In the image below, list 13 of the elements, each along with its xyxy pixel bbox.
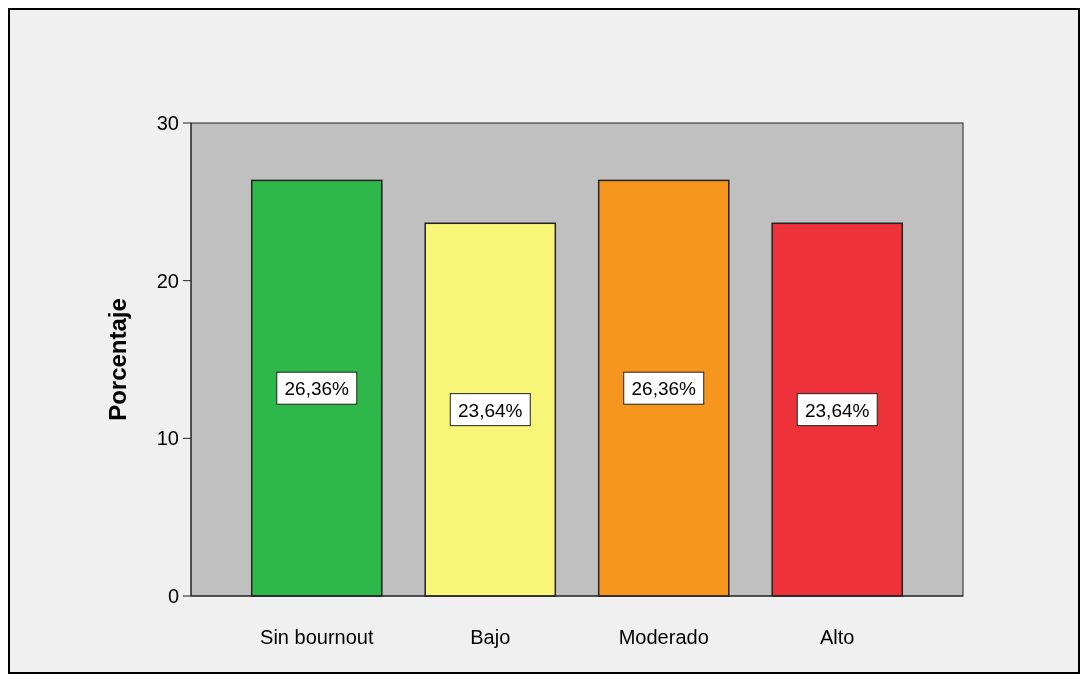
y-tick-label: 0 (167, 585, 179, 607)
y-tick-label: 30 (156, 112, 179, 134)
y-tick-label: 10 (156, 427, 179, 450)
x-tick-label: Moderado (618, 626, 709, 648)
x-tick-label: Alto (819, 626, 855, 648)
data-label: 26,36% (284, 378, 350, 400)
data-label: 23,64% (805, 399, 870, 421)
x-tick-label: Bajo (470, 626, 511, 648)
y-tick-label: 20 (156, 269, 179, 292)
y-axis-title: Porcentaje (104, 298, 131, 421)
x-tick-label: Sin bournout (260, 626, 374, 648)
data-label: 23,64% (458, 399, 523, 421)
data-label: 26,36% (631, 378, 697, 400)
